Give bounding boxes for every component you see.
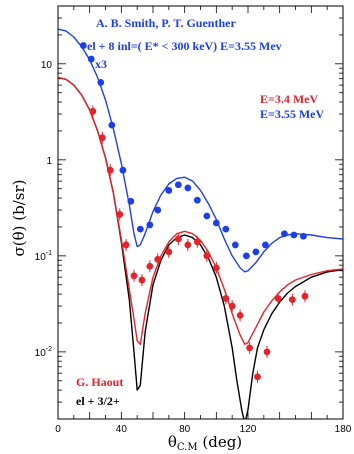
series-line-0 — [58, 28, 343, 273]
annotation-calc-blue: el + 8 inl=( E* < 300 keV) E=3.55 Mev — [87, 39, 282, 53]
plot-area: 0 40 80 120 180 10 1 10-1 10-2 — [35, 5, 352, 435]
data-point — [300, 232, 307, 240]
y-tick-label: 1 — [46, 156, 52, 167]
data-point — [222, 295, 230, 302]
data-point — [127, 197, 135, 205]
data-point — [228, 302, 236, 310]
annotation-author-red: G. Haout — [76, 375, 123, 389]
annotation-calc-black: el + 3/2+ — [76, 394, 120, 408]
data-point — [116, 211, 124, 218]
data-point — [136, 225, 144, 233]
data-point — [154, 255, 162, 263]
data-point — [274, 295, 282, 302]
data-point — [222, 225, 230, 233]
data-point — [254, 373, 261, 381]
data-point — [231, 241, 239, 249]
data-point — [262, 241, 269, 249]
x-tick-label: 180 — [335, 424, 352, 435]
annotation-author-blue: A. B. Smith, P. T. Guenther — [96, 16, 236, 30]
data-point — [174, 235, 182, 243]
data-point — [281, 230, 288, 238]
data-point — [174, 181, 182, 189]
data-point — [203, 252, 211, 260]
data-point — [79, 42, 87, 49]
data-point — [288, 296, 296, 304]
data-point — [263, 348, 271, 356]
x-tick-label: 40 — [116, 424, 128, 435]
data-point — [87, 55, 95, 63]
data-point — [193, 196, 201, 204]
x-tick-label: 0 — [55, 424, 61, 435]
data-point — [138, 276, 146, 284]
series-line-1 — [58, 76, 343, 419]
data-point — [236, 311, 244, 319]
data-point — [212, 264, 220, 272]
data-point — [146, 221, 154, 229]
x-tick-label: 80 — [179, 424, 191, 435]
data-point — [98, 134, 106, 142]
data-point — [122, 241, 130, 249]
data-point — [106, 166, 114, 174]
data-point — [184, 184, 192, 192]
data-point — [301, 292, 309, 300]
data-point — [146, 262, 154, 270]
data-point — [212, 219, 220, 227]
data-point — [108, 121, 116, 129]
x-tick-label: 120 — [240, 424, 257, 435]
data-point — [193, 238, 201, 246]
data-point — [130, 272, 138, 280]
data-point — [165, 248, 173, 256]
series-line-2 — [58, 76, 343, 345]
y-axis-title: σ(θ) (b/sr) — [10, 180, 28, 257]
data-point — [203, 212, 211, 220]
x-axis-title: θC.M (deg) — [168, 433, 242, 453]
data-point — [154, 206, 162, 214]
annotation-energy-red: E=3.4 MeV — [260, 92, 318, 106]
data-point — [252, 248, 260, 256]
data-point — [119, 166, 127, 174]
annotations: A. B. Smith, P. T. Guenther el + 8 inl=(… — [76, 16, 324, 408]
annotation-energy-blue: E=3.55 MeV — [260, 107, 324, 121]
data-point — [165, 187, 173, 194]
annotation-calc-blue-x3: x3 — [95, 57, 107, 71]
y-tick-label: 10 — [41, 60, 53, 71]
data-point — [89, 107, 97, 115]
data-point — [184, 241, 192, 249]
data-point — [97, 79, 105, 86]
data-point — [243, 252, 250, 260]
y-tick-label: 10-1 — [35, 250, 52, 263]
data-point — [290, 231, 298, 239]
data-point — [246, 344, 253, 352]
y-tick-label: 10-2 — [35, 346, 52, 359]
